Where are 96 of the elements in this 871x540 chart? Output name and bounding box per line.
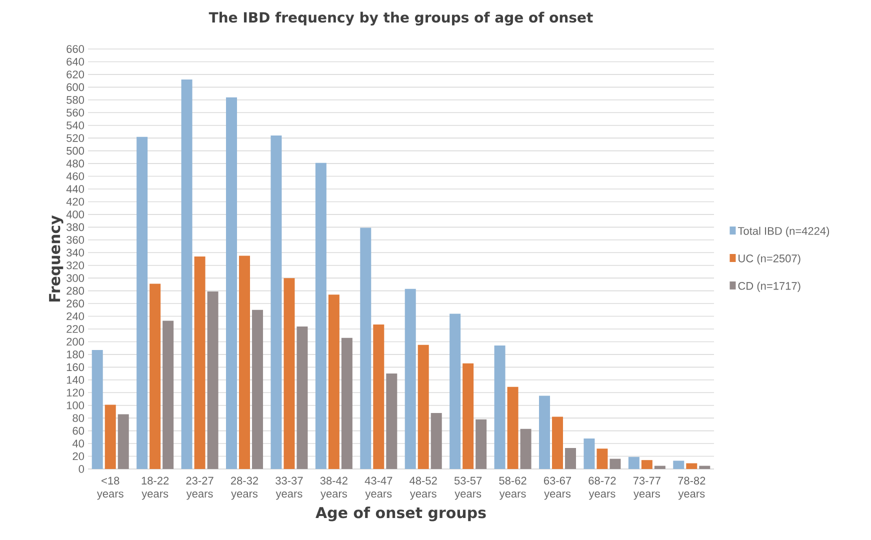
bar xyxy=(226,97,238,469)
x-tick-label: 48-52 years xyxy=(410,476,437,500)
bar xyxy=(539,396,550,469)
y-tick-label: 380 xyxy=(66,223,84,232)
bar xyxy=(162,320,174,469)
bar xyxy=(418,344,429,469)
bar xyxy=(699,466,710,469)
bar xyxy=(520,428,532,469)
x-tick-label: 53-57 years xyxy=(454,476,482,500)
bar xyxy=(386,374,398,469)
legend-label: UC (n=2507) xyxy=(738,254,800,264)
legend-label: CD (n=1717) xyxy=(738,282,800,292)
y-axis-title: Frequency xyxy=(49,215,64,302)
y-tick-label: 300 xyxy=(66,274,84,282)
y-tick-label: 600 xyxy=(66,83,84,92)
bar xyxy=(104,404,116,469)
x-axis-title: Age of onset groups xyxy=(316,506,486,522)
x-tick-label: 63-67 years xyxy=(544,476,572,500)
chart-title: The IBD frequency by the groups of age of onset xyxy=(208,12,593,26)
bar xyxy=(328,294,340,469)
bar xyxy=(565,448,576,469)
bar xyxy=(296,326,308,469)
y-tick-label: 360 xyxy=(66,236,84,244)
bar xyxy=(596,448,608,469)
bar xyxy=(404,288,416,469)
bar xyxy=(641,460,652,469)
y-tick-label: 240 xyxy=(66,312,84,320)
y-tick-label: 220 xyxy=(66,325,84,333)
bar xyxy=(252,310,264,469)
bar xyxy=(462,363,474,469)
bar xyxy=(654,466,666,469)
y-tick-label: 200 xyxy=(66,338,84,346)
y-tick-label: 400 xyxy=(66,210,84,218)
y-tick-label: 480 xyxy=(66,160,84,168)
bar xyxy=(494,346,506,469)
bar xyxy=(270,136,282,469)
bar xyxy=(552,416,563,469)
y-tick-label: 660 xyxy=(66,45,84,53)
y-tick-label: 140 xyxy=(66,376,84,384)
y-tick-label: 620 xyxy=(66,70,84,78)
y-tick-label: 180 xyxy=(66,350,84,358)
x-tick-label: 58-62 years xyxy=(499,476,526,500)
bar xyxy=(150,284,161,469)
bar xyxy=(686,463,698,469)
y-tick-label: 80 xyxy=(72,414,84,422)
legend-label: Total IBD (n=4224) xyxy=(738,226,830,238)
bar xyxy=(673,460,684,469)
y-tick-label: 520 xyxy=(66,134,84,142)
x-tick-label: 68-72 years xyxy=(588,476,616,500)
y-tick-label: 500 xyxy=(66,146,84,155)
y-tick-label: 420 xyxy=(66,198,84,206)
y-tick-label: 340 xyxy=(66,248,84,257)
bar xyxy=(315,162,326,469)
x-tick-label: 28-32 years xyxy=(230,476,258,500)
bar xyxy=(430,412,442,469)
y-tick-label: 20 xyxy=(72,452,84,460)
x-tick-label: 38-42 years xyxy=(320,476,348,500)
y-tick-label: 60 xyxy=(72,426,84,435)
y-tick-label: 440 xyxy=(66,185,84,193)
y-tick-label: 460 xyxy=(66,172,84,180)
y-tick-label: 540 xyxy=(66,121,84,130)
x-tick-label: 43-47 years xyxy=(364,476,392,500)
y-tick-label: 580 xyxy=(66,96,84,104)
bar xyxy=(341,338,352,469)
bar xyxy=(284,278,295,469)
bar xyxy=(207,291,218,469)
bar xyxy=(239,256,250,469)
x-tick-label: <18 years xyxy=(96,476,124,500)
y-tick-label: 280 xyxy=(66,286,84,295)
y-tick-label: 0 xyxy=(78,465,84,473)
x-tick-label: 73-77 years xyxy=(633,476,660,500)
bar xyxy=(360,228,372,469)
y-tick-label: 160 xyxy=(66,363,84,372)
bar xyxy=(628,456,640,469)
bar xyxy=(610,458,621,469)
y-tick-label: 100 xyxy=(66,401,84,410)
x-tick-label: 78-82 years xyxy=(678,476,706,500)
bar xyxy=(136,136,148,469)
bar xyxy=(507,386,518,469)
y-tick-label: 320 xyxy=(66,261,84,270)
x-tick-label: 18-22 years xyxy=(142,476,169,500)
bar xyxy=(118,414,129,469)
bar xyxy=(450,314,461,469)
bar xyxy=(584,438,595,469)
bar xyxy=(476,419,487,469)
y-tick-label: 560 xyxy=(66,108,84,117)
x-tick-label: 23-27 years xyxy=(186,476,214,500)
bar xyxy=(194,256,206,469)
y-tick-label: 640 xyxy=(66,58,84,66)
bar xyxy=(181,80,192,469)
y-tick-label: 260 xyxy=(66,300,84,308)
bar xyxy=(373,324,384,469)
bar xyxy=(92,350,103,469)
y-tick-label: 120 xyxy=(66,388,84,397)
x-tick-label: 33-37 years xyxy=(276,476,303,500)
y-tick-label: 40 xyxy=(72,440,84,448)
